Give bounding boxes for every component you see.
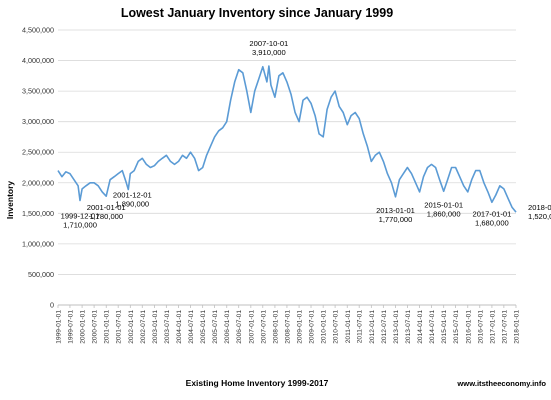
annotation-date: 2007-10-01: [249, 39, 288, 48]
x-tick-label: 2009-07-01: [309, 310, 316, 344]
x-tick-label: 2005-07-01: [212, 310, 219, 344]
x-tick-label: 2012-07-01: [381, 310, 388, 344]
x-tick-label: 2007-01-01: [248, 310, 255, 344]
annotation-date: 2013-01-01: [376, 206, 415, 215]
x-tick-label: 1999-07-01: [67, 310, 74, 344]
x-tick-label: 2010-01-01: [321, 310, 328, 344]
x-tick-label: 2014-07-01: [429, 310, 436, 344]
y-tick-label: 1,000,000: [22, 239, 54, 248]
y-tick-label: 3,500,000: [22, 87, 54, 96]
x-tick-label: 2008-07-01: [284, 310, 291, 344]
x-tick-label: 2002-07-01: [140, 310, 147, 344]
x-tick-label: 2004-07-01: [188, 310, 195, 344]
annotation-value: 1,770,000: [379, 215, 413, 224]
annotation-date: 1999-12-01: [61, 212, 100, 221]
annotation-date: 2018-01-01: [528, 203, 551, 212]
x-tick-label: 1999-01-01: [56, 310, 63, 344]
y-tick-label: 0: [50, 301, 54, 310]
series-line-inventory: [57, 65, 517, 213]
source-label: www.itstheeconomy.info: [456, 379, 546, 388]
data-annotations: 1999-12-011,710,000 2001-01-011,780,000 20…: [61, 39, 551, 229]
x-tick-label: 2001-07-01: [116, 310, 123, 344]
x-tick-label: 2013-01-01: [393, 310, 400, 344]
annotation-value: 1,780,000: [89, 212, 123, 221]
annotation-date: 2017-01-01: [472, 209, 511, 218]
x-axis-title: Existing Home Inventory 1999-2017: [186, 378, 329, 388]
x-tick-label: 2011-07-01: [357, 310, 364, 344]
x-tick-label: 2017-07-01: [501, 310, 508, 344]
annotation-value: 1,860,000: [427, 209, 461, 218]
y-tick-label: 2,000,000: [22, 178, 54, 187]
x-tick-label: 2000-07-01: [92, 310, 99, 344]
x-tick-label: 2018-01-01: [514, 310, 521, 344]
x-tick-label: 2005-01-01: [200, 310, 207, 344]
x-tick-label: 2004-01-01: [176, 310, 183, 344]
y-axis-ticks: 0 500,000 1,000,000 1,500,000 2,000,000 2,500…: [22, 26, 54, 310]
x-axis-ticks: 1999-01-01 1999-07-01 2000-01-01 2000-07-01…: [56, 305, 521, 344]
x-tick-label: 2017-01-01: [489, 310, 496, 344]
x-tick-label: 2001-01-01: [104, 310, 111, 344]
y-tick-label: 4,500,000: [22, 26, 54, 35]
x-tick-label: 2014-01-01: [417, 310, 424, 344]
x-tick-label: 2012-01-01: [369, 310, 376, 344]
annotation-value: 1,890,000: [115, 200, 149, 209]
annotation-value: 1,520,000: [528, 212, 551, 221]
x-tick-label: 2006-07-01: [236, 310, 243, 344]
x-tick-label: 2015-01-01: [441, 310, 448, 344]
y-tick-label: 500,000: [28, 270, 54, 279]
x-tick-label: 2008-01-01: [272, 310, 279, 344]
x-tick-label: 2013-07-01: [405, 310, 412, 344]
x-tick-label: 2003-01-01: [152, 310, 159, 344]
x-tick-label: 2011-01-01: [345, 310, 352, 344]
annotation-value: 1,680,000: [475, 218, 509, 227]
x-tick-label: 2003-07-01: [164, 310, 171, 344]
x-tick-label: 2009-01-01: [297, 310, 304, 344]
y-tick-label: 4,000,000: [22, 56, 54, 65]
annotation-date: 2001-12-01: [113, 191, 152, 200]
x-tick-label: 2002-01-01: [128, 310, 135, 344]
x-tick-label: 2016-07-01: [477, 310, 484, 344]
annotation-date: 2001-01-01: [87, 203, 126, 212]
x-tick-label: 2010-07-01: [333, 310, 340, 344]
annotation-value: 1,710,000: [63, 221, 97, 230]
x-tick-label: 2016-01-01: [465, 310, 472, 344]
x-tick-label: 2000-01-01: [80, 310, 87, 344]
gridlines: [58, 29, 516, 275]
x-tick-label: 2007-07-01: [260, 310, 267, 344]
annotation-value: 3,910,000: [252, 48, 286, 57]
y-tick-label: 3,000,000: [22, 117, 54, 126]
x-tick-label: 2015-07-01: [453, 310, 460, 344]
chart-title: Lowest January Inventory since January 1…: [121, 6, 393, 20]
y-tick-label: 2,500,000: [22, 148, 54, 157]
y-axis-title: Inventory: [5, 181, 15, 220]
annotation-date: 2015-01-01: [424, 200, 463, 209]
x-tick-label: 2006-01-01: [224, 310, 231, 344]
y-tick-label: 1,500,000: [22, 209, 54, 218]
